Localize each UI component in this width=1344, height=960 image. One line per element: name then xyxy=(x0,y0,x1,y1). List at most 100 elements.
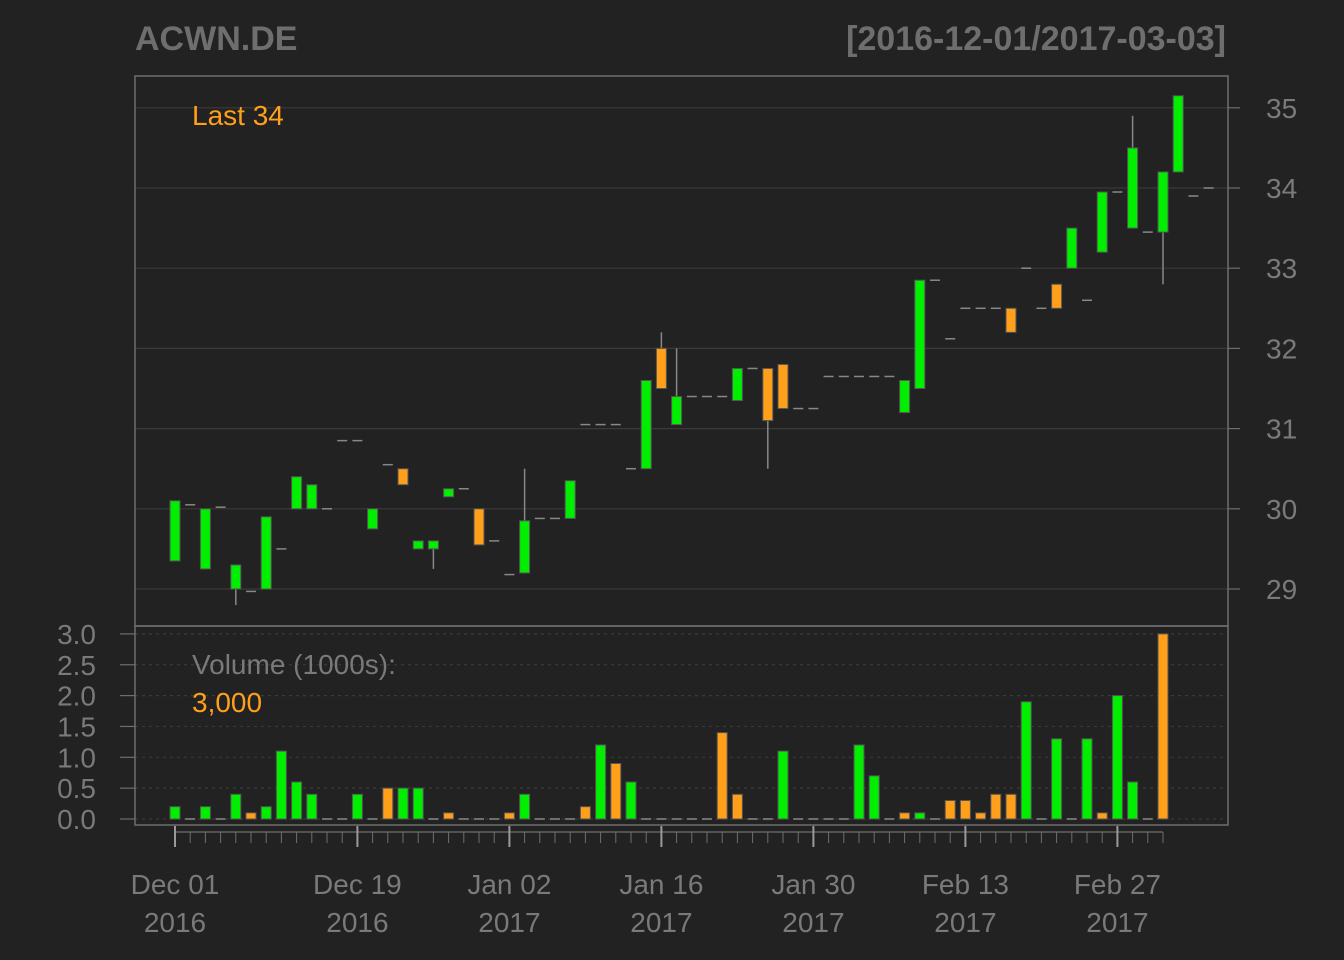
candle-up xyxy=(1127,147,1139,229)
volume-bar xyxy=(914,812,926,820)
date-tick-label: Feb 27 xyxy=(1074,869,1161,900)
volume-bar xyxy=(1081,738,1093,820)
volume-bar xyxy=(1157,633,1169,820)
volume-tick-label: 3.0 xyxy=(57,619,96,650)
volume-bar xyxy=(1020,701,1032,820)
price-tick-label: 34 xyxy=(1266,173,1297,204)
candle-up xyxy=(640,379,652,470)
volume-bar xyxy=(1111,695,1123,820)
volume-bar xyxy=(959,799,971,820)
date-tick-year-label: 2016 xyxy=(144,907,206,938)
volume-tick-label: 0.5 xyxy=(57,773,96,804)
chart-symbol-title: ACWN.DE xyxy=(135,20,297,58)
candle-down xyxy=(655,347,667,389)
date-tick-year-label: 2016 xyxy=(326,907,388,938)
date-tick-year-label: 2017 xyxy=(934,907,996,938)
volume-bar xyxy=(1005,793,1017,820)
price-axis: 29 30 31 32 33 34 35 xyxy=(1228,93,1297,605)
candle-up xyxy=(306,484,318,510)
price-tick-label: 31 xyxy=(1266,414,1297,445)
volume-tick-label: 1.0 xyxy=(57,742,96,773)
candle-up xyxy=(169,500,181,562)
volume-bar xyxy=(397,787,409,820)
volume-bar xyxy=(777,750,789,820)
volume-bar xyxy=(519,793,531,820)
date-tick-label: Feb 13 xyxy=(922,869,1009,900)
candle-up xyxy=(1172,95,1184,173)
volume-bar xyxy=(716,732,728,820)
date-axis: Dec 01 2016 Dec 19 2016 Jan 02 2017 Jan 16 2017… xyxy=(131,826,1164,938)
volume-bar xyxy=(199,806,211,820)
candle-down xyxy=(762,367,774,422)
date-tick-year-label: 2017 xyxy=(782,907,844,938)
date-tick-label: Jan 30 xyxy=(771,869,855,900)
candle-up xyxy=(427,540,439,550)
price-tick-label: 29 xyxy=(1266,574,1297,605)
candle-up xyxy=(412,540,424,550)
volume-last-value: 3,000 xyxy=(192,687,262,718)
volume-bar xyxy=(899,812,911,820)
volume-bar xyxy=(610,762,622,820)
last-price-label: Last 34 xyxy=(192,100,284,131)
candlestick-series xyxy=(169,95,1214,606)
candle-up xyxy=(443,488,455,498)
candle-up xyxy=(367,508,379,530)
volume-bar xyxy=(868,775,880,820)
price-tick-label: 30 xyxy=(1266,494,1297,525)
volume-bar xyxy=(245,812,257,820)
volume-bar xyxy=(382,787,394,820)
volume-bar xyxy=(944,799,956,820)
candle-down xyxy=(397,468,409,486)
volume-bar xyxy=(975,812,987,820)
volume-tick-label: 2.0 xyxy=(57,681,96,712)
date-tick-year-label: 2017 xyxy=(1086,907,1148,938)
volume-bar xyxy=(1051,738,1063,820)
candle-down xyxy=(473,508,485,546)
volume-tick-label: 0.0 xyxy=(57,804,96,835)
volume-bar xyxy=(595,744,607,820)
volume-bar xyxy=(169,806,181,820)
volume-bar xyxy=(1127,781,1139,820)
volume-bar xyxy=(990,793,1002,820)
candle-up xyxy=(671,396,683,426)
volume-bar xyxy=(291,781,303,820)
candle-up xyxy=(1096,191,1108,253)
volume-panel-frame xyxy=(134,625,1229,826)
date-tick-year-label: 2017 xyxy=(630,907,692,938)
volume-bar xyxy=(412,787,424,820)
date-tick-label: Dec 01 xyxy=(131,869,220,900)
chart-date-range: [2016-12-01/2017-03-03] xyxy=(846,20,1226,58)
volume-bar xyxy=(731,793,743,820)
date-tick-year-label: 2017 xyxy=(478,907,540,938)
volume-bar xyxy=(1096,812,1108,820)
candle-up xyxy=(731,367,743,402)
volume-bar xyxy=(443,812,455,820)
price-tick-label: 33 xyxy=(1266,253,1297,284)
candle-up xyxy=(519,520,531,574)
candle-up xyxy=(899,379,911,414)
volume-bar xyxy=(275,750,287,820)
candle-down xyxy=(1005,307,1017,333)
candle-down xyxy=(777,363,789,410)
volume-bar xyxy=(625,781,637,820)
volume-bar-series xyxy=(169,633,1169,820)
volume-tick-label: 1.5 xyxy=(57,711,96,742)
volume-bar xyxy=(853,744,865,820)
date-tick-label: Jan 16 xyxy=(619,869,703,900)
candle-up xyxy=(260,516,272,590)
candle-up xyxy=(230,564,242,590)
volume-bar xyxy=(260,806,272,820)
price-tick-label: 35 xyxy=(1266,93,1297,124)
volume-bar xyxy=(579,806,591,820)
date-tick-label: Jan 02 xyxy=(467,869,551,900)
candle-down xyxy=(1051,283,1063,309)
volume-bar xyxy=(230,793,242,820)
volume-label: Volume (1000s): xyxy=(192,649,396,680)
candle-up xyxy=(199,508,211,570)
date-tick-label: Dec 19 xyxy=(313,869,402,900)
candle-up xyxy=(564,480,576,519)
volume-bar xyxy=(306,793,318,820)
candle-up xyxy=(1157,171,1169,233)
candle-up xyxy=(1066,227,1078,269)
